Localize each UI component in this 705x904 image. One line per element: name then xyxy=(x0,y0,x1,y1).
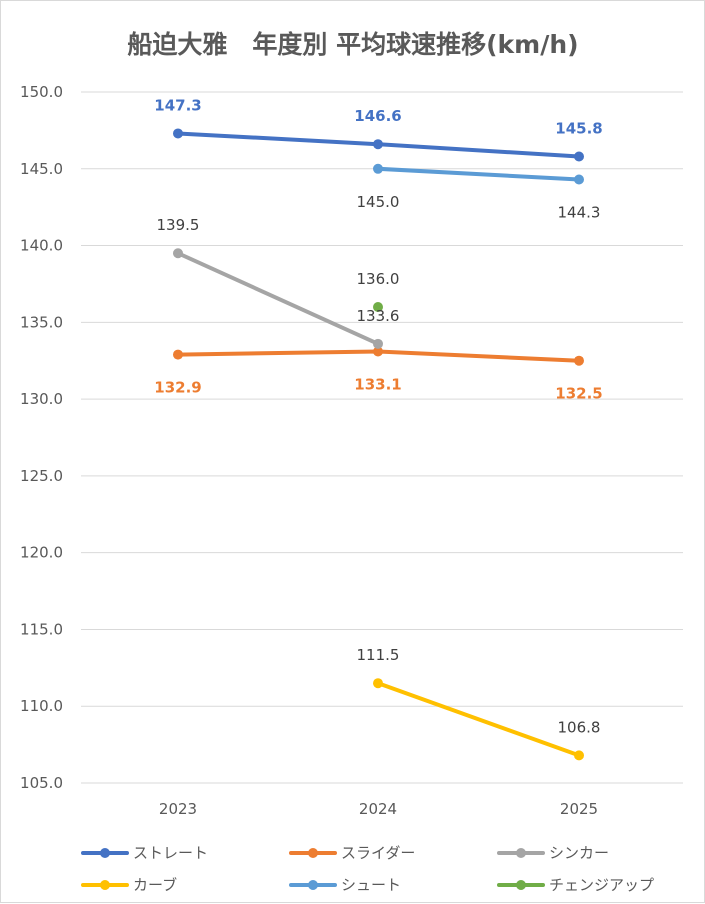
series-lines xyxy=(173,128,584,761)
y-tick-label: 140.0 xyxy=(20,237,63,255)
legend-item: カーブ xyxy=(81,876,177,894)
legend-swatch-marker xyxy=(100,880,110,890)
x-tick-label: 2024 xyxy=(359,800,397,818)
data-label: 146.6 xyxy=(354,107,401,125)
legend-label: カーブ xyxy=(133,876,177,894)
legend-label: シュート xyxy=(341,876,401,894)
data-label: 139.5 xyxy=(157,216,200,234)
y-tick-label: 130.0 xyxy=(20,390,63,408)
data-point xyxy=(574,151,584,162)
data-label: 144.3 xyxy=(558,204,601,222)
data-point xyxy=(373,163,383,174)
legend-item: チェンジアップ xyxy=(497,876,654,894)
data-point xyxy=(373,301,383,312)
legend-item: シュート xyxy=(289,876,401,894)
chart-title: 船迫大雅 年度別 平均球速推移(km/h) xyxy=(127,30,578,59)
y-tick-label: 105.0 xyxy=(20,774,63,792)
series-line xyxy=(176,251,380,346)
series-line xyxy=(376,681,581,758)
data-point xyxy=(574,750,584,761)
data-label: 147.3 xyxy=(154,96,201,114)
data-label: 106.8 xyxy=(558,718,601,736)
y-tick-label: 125.0 xyxy=(20,467,63,485)
legend-item: スライダー xyxy=(289,844,415,862)
y-axis-ticks: 105.0 110.0 115.0 120.0 125.0 130.0 135.0 140.0… xyxy=(20,83,63,792)
data-point xyxy=(373,346,383,357)
data-point xyxy=(173,128,183,139)
data-point xyxy=(173,349,183,360)
y-tick-label: 135.0 xyxy=(20,313,63,331)
legend-label: ストレート xyxy=(133,844,208,862)
legend-swatch-marker xyxy=(516,880,526,890)
legend-label: スライダー xyxy=(341,844,415,862)
x-tick-label: 2023 xyxy=(159,800,197,818)
data-label: 132.5 xyxy=(555,385,602,403)
data-label: 111.5 xyxy=(357,646,400,664)
y-tick-label: 145.0 xyxy=(20,160,63,178)
y-tick-label: 115.0 xyxy=(20,620,63,638)
y-tick-label: 150.0 xyxy=(20,83,63,101)
data-point xyxy=(173,248,183,259)
data-label: 145.8 xyxy=(555,119,602,137)
data-labels: 147.3 146.6 145.8 132.9 133.1 132.5 139.5 133.6… xyxy=(154,96,602,736)
data-label: 133.1 xyxy=(354,376,401,394)
legend-label: チェンジアップ xyxy=(549,876,654,894)
legend-swatch-marker xyxy=(308,880,318,890)
legend-swatch-marker xyxy=(308,848,318,858)
data-point xyxy=(574,174,584,185)
data-label: 145.0 xyxy=(357,193,400,211)
data-point xyxy=(574,355,584,366)
legend-item: シンカー xyxy=(497,844,609,862)
data-label: 132.9 xyxy=(154,379,201,397)
series-line xyxy=(376,166,581,182)
legend-swatch-marker xyxy=(100,848,110,858)
x-axis-ticks: 2023 2024 2025 xyxy=(159,800,598,818)
legend-label: シンカー xyxy=(549,844,609,862)
y-tick-label: 120.0 xyxy=(20,544,63,562)
data-label: 136.0 xyxy=(357,270,400,288)
data-point xyxy=(373,139,383,150)
legend-swatch-marker xyxy=(516,848,526,858)
data-point xyxy=(373,338,383,349)
legend-item: ストレート xyxy=(81,844,208,862)
data-point xyxy=(373,678,383,689)
x-tick-label: 2025 xyxy=(560,800,598,818)
data-label: 133.6 xyxy=(357,307,400,325)
y-tick-label: 110.0 xyxy=(20,697,63,715)
